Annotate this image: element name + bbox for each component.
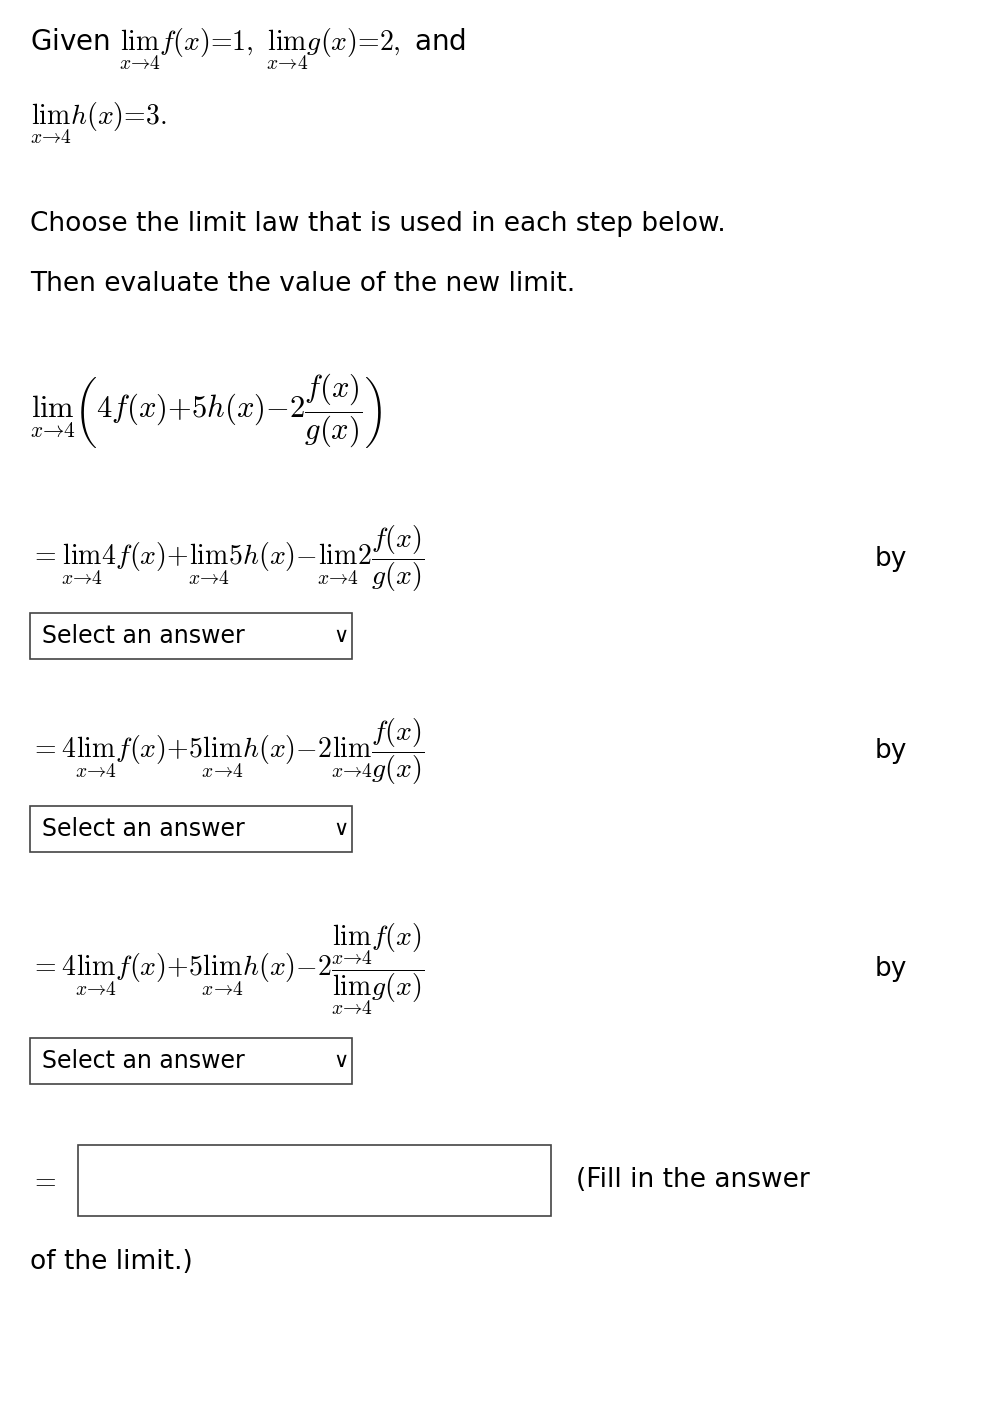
Text: by: by [874, 546, 907, 571]
Text: ∨: ∨ [334, 819, 349, 839]
Text: by: by [874, 957, 907, 982]
Text: Select an answer: Select an answer [42, 623, 245, 649]
Text: Then evaluate the value of the new limit.: Then evaluate the value of the new limit… [30, 272, 576, 297]
Text: Select an answer: Select an answer [42, 1048, 245, 1074]
FancyBboxPatch shape [30, 1038, 352, 1085]
FancyBboxPatch shape [78, 1145, 551, 1216]
Text: $\lim_{x\to 4} h(x) = 3.$: $\lim_{x\to 4} h(x) = 3.$ [30, 100, 167, 145]
Text: Select an answer: Select an answer [42, 816, 245, 841]
FancyBboxPatch shape [30, 806, 352, 853]
Text: Choose the limit law that is used in each step below.: Choose the limit law that is used in eac… [30, 211, 726, 236]
Text: $= 4\lim_{x\to 4} f(x) + 5\lim_{x\to 4} h(x) - 2\dfrac{\lim_{x\to 4} f(x)}{\lim_: $= 4\lim_{x\to 4} f(x) + 5\lim_{x\to 4} … [30, 922, 424, 1017]
Text: Given $\lim_{x\to 4} f(x) = 1,\ \lim_{x\to 4} g(x) = 2,$ and: Given $\lim_{x\to 4} f(x) = 1,\ \lim_{x\… [30, 27, 466, 72]
Text: by: by [874, 739, 907, 764]
Text: $= 4\lim_{x\to 4} f(x) + 5\lim_{x\to 4} h(x) - 2\lim_{x\to 4}\dfrac{f(x)}{g(x)}$: $= 4\lim_{x\to 4} f(x) + 5\lim_{x\to 4} … [30, 716, 424, 787]
Text: of the limit.): of the limit.) [30, 1249, 193, 1275]
Text: $\lim_{x\to 4}\left(4f(x) + 5h(x) - 2\dfrac{f(x)}{g(x)}\right)$: $\lim_{x\to 4}\left(4f(x) + 5h(x) - 2\df… [30, 371, 382, 450]
Text: ∨: ∨ [334, 626, 349, 646]
FancyBboxPatch shape [30, 613, 352, 658]
Text: ∨: ∨ [334, 1051, 349, 1071]
Text: $=\lim_{x\to 4} 4f(x)+\lim_{x\to 4} 5h(x)-\lim_{x\to 4} 2\dfrac{f(x)}{g(x)}$: $=\lim_{x\to 4} 4f(x)+\lim_{x\to 4} 5h(x… [30, 523, 424, 594]
Text: $=$: $=$ [30, 1166, 57, 1195]
Text: (Fill in the answer: (Fill in the answer [576, 1168, 810, 1193]
